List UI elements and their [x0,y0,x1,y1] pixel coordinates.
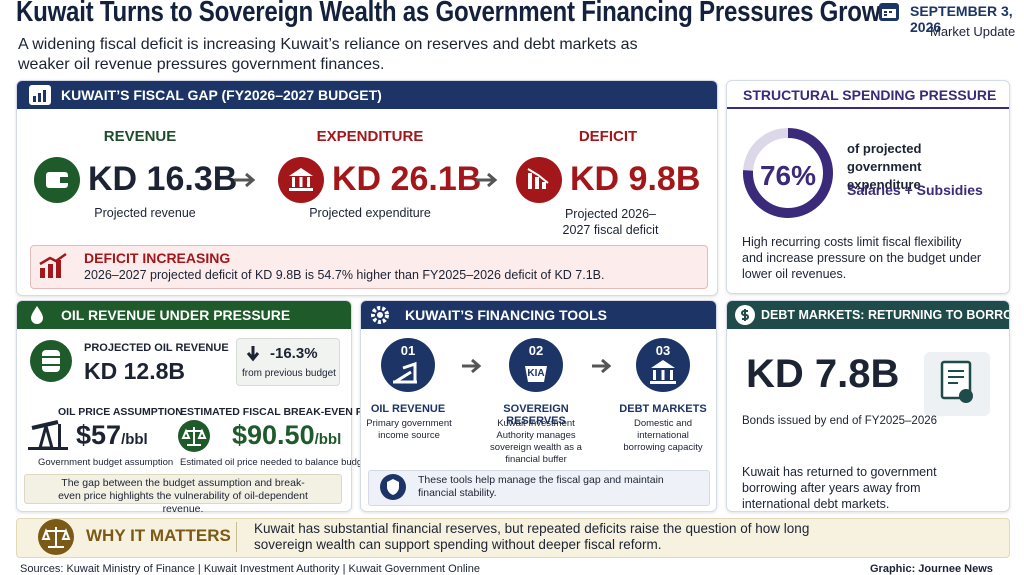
step-icon [509,338,563,392]
arrow [462,358,482,374]
change-value: -16.3% [270,345,318,362]
step-number: 01 [400,343,416,358]
gear-icon [371,306,389,324]
expenditure-icon [278,157,324,203]
ring-label: 76% [759,160,817,191]
alert-title: DEFICIT INCREASING [84,250,231,266]
calendar-icon [879,3,899,21]
debt-text: Kuwait has returned to government borrow… [742,465,937,511]
tools-note: These tools help manage the fiscal gap a… [418,474,664,499]
panel-header: KUWAIT’S FINANCING TOOLS [361,301,716,329]
step-title: DEBT MARKETS [619,403,707,415]
sources: Sources: Kuwait Ministry of Finance | Ku… [20,563,480,575]
item-value: KD 16.3B [88,160,238,198]
shield-icon [380,474,406,500]
breakeven-unit: /bbl [314,431,342,448]
alert-text: 2026–2027 projected deficit of KD 9.8B i… [84,268,605,282]
chart-icon [29,85,51,105]
panel-header: OIL REVENUE UNDER PRESSURE [17,301,351,329]
step-text: Domestic and international borrowing cap… [623,418,703,453]
deficit-icon [516,157,562,203]
barrel-icon [30,340,72,382]
price-note: Government budget assumption [38,457,174,468]
step-text: Kuwait Investment Authority manages sove… [490,418,582,465]
oil-footer: The gap between the budget assumption an… [24,474,342,515]
alert-box [30,245,708,289]
item-value: KD 9.8B [570,160,701,198]
item-label: REVENUE [103,128,177,145]
breakeven-label: ESTIMATED FISCAL BREAK-EVEN PRICE [180,406,388,418]
panel-header: STRUCTURAL SPENDING PRESSURE [727,81,1009,109]
price-number: $57 [76,420,122,450]
tools-note-box [368,470,710,506]
fiscal-gap-panel: KUWAIT’S FISCAL GAP (FY2026–2027 BUDGET) [16,80,718,296]
scale-icon [38,519,74,555]
breakeven-note: Estimated oil price needed to balance bu… [180,457,371,468]
debt-note: Bonds issued by end of FY2025–2026 [742,415,938,427]
panel-header: DEBT MARKETS: RETURNING TO BORROWING [727,301,1009,329]
debt-value: KD 7.8B [746,352,900,396]
tag: Market Update [930,24,1016,39]
structural-note: High recurring costs limit fiscal flexib… [742,235,982,281]
step-icon [636,338,690,392]
projected-value: KD 12.8B [84,358,185,384]
down-arrow [246,346,260,362]
why-text: Kuwait has substantial financial reserve… [254,521,810,552]
panel-header: KUWAIT’S FISCAL GAP (FY2026–2027 BUDGET) [17,81,717,109]
why-box [16,518,1010,558]
structural-highlight: Salaries + Subsidies [847,182,983,198]
pumpjack-icon [28,420,68,450]
ring-arc [743,128,833,218]
step-title: SOVEREIGN RESERVES [503,403,569,427]
item-label: DEFICIT [578,128,638,145]
arrow [234,172,256,188]
revenue-icon [34,157,80,203]
credit: Graphic: Journee News [870,563,993,575]
price-value: $57/bbl [76,420,148,451]
step-title: OIL REVENUE [370,403,446,415]
ring-chart [743,128,833,218]
structural-text: of projected government expenditure [847,141,922,192]
price-unit: /bbl [121,431,148,448]
title: Kuwait Turns to Sovereign Wealth as Gove… [16,0,881,28]
step-number: 02 [528,343,544,358]
date: SEPTEMBER 3, 2026 [910,3,1013,35]
breakeven-value: $90.50/bbl [232,420,341,451]
alert-icon [39,252,67,278]
change-note: from previous budget [242,368,336,379]
why-title: WHY IT MATTERS [86,526,231,545]
item-note: Projected 2026–2027 fiscal deficit [562,207,659,237]
item-note: Projected revenue [94,206,196,220]
dollar-icon [735,305,755,325]
step-number: 03 [655,343,671,358]
projected-label: PROJECTED OIL REVENUE [84,342,229,354]
item-note: Projected expenditure [309,206,431,220]
step-badge: KIA [527,368,545,379]
step-text: Primary government income source [366,418,452,441]
divider [236,522,237,552]
item-label: EXPENDITURE [316,128,424,145]
arrow [592,358,612,374]
structural-panel: STRUCTURAL SPENDING PRESSURE [726,80,1010,294]
step-icon [381,338,435,392]
arrow [476,172,498,188]
breakeven-number: $90.50 [232,420,315,450]
scale-icon [178,420,210,452]
drop-icon [31,306,43,324]
price-label: OIL PRICE ASSUMPTION [58,406,183,418]
subtitle: A widening fiscal deficit is increasing … [18,36,638,73]
bond-icon [924,352,990,416]
item-value: KD 26.1B [332,160,482,198]
